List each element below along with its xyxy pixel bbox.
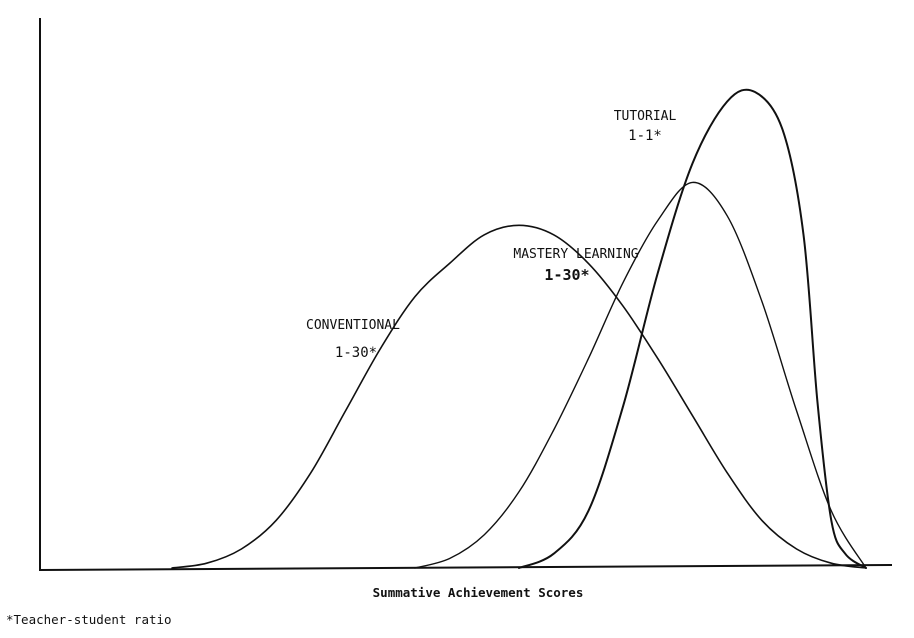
tutorial-label: TUTORIAL: [614, 109, 677, 124]
curves-group: [171, 88, 867, 569]
footnote: *Teacher-student ratio: [6, 612, 172, 627]
x-axis: [39, 564, 893, 571]
mastery-learning-ratio: 1-30*: [544, 266, 589, 284]
tutorial-curve: [518, 88, 867, 569]
conventional-ratio: 1-30*: [335, 345, 377, 361]
mastery-learning-curve: [414, 181, 867, 569]
mastery-learning-label: MASTERY LEARNING: [513, 247, 638, 262]
conventional-label: CONVENTIONAL: [306, 318, 400, 333]
conventional-curve: [171, 224, 867, 569]
tutorial-ratio: 1-1*: [628, 128, 662, 144]
x-axis-label: Summative Achievement Scores: [373, 585, 584, 600]
